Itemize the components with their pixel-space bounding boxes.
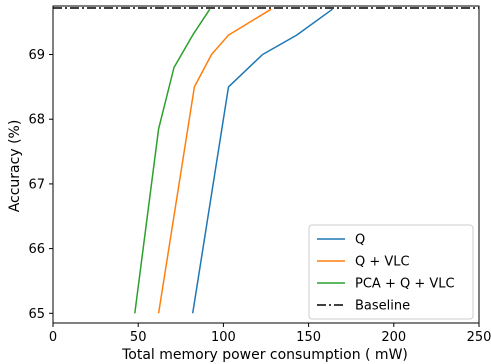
y-axis-ticks: 65 66 67 68 69 — [28, 48, 53, 322]
legend-label: Q + VLC — [355, 255, 410, 270]
legend: Q Q + VLC PCA + Q + VLC Baseline — [308, 224, 474, 320]
x-tick-label: 200 — [381, 330, 406, 345]
x-axis-ticks: 0 50 100 150 200 250 — [49, 323, 491, 345]
y-tick-label: 66 — [28, 242, 45, 257]
y-tick-label: 68 — [28, 113, 45, 128]
series-line-pca-q-vlc — [134, 8, 211, 314]
legend-label: Baseline — [355, 299, 410, 314]
x-tick-label: 150 — [296, 330, 321, 345]
y-tick-label: 67 — [28, 177, 45, 192]
legend-label: Q — [355, 233, 365, 248]
series-line-q-vlc — [157, 8, 272, 314]
x-axis-label: Total memory power consumption ( mW) — [121, 347, 408, 363]
legend-label: PCA + Q + VLC — [355, 277, 455, 292]
x-tick-label: 100 — [211, 330, 236, 345]
plot-area — [52, 5, 480, 324]
x-tick-label: 250 — [467, 330, 491, 345]
x-tick-label: 50 — [130, 330, 147, 345]
plot-frame — [52, 5, 480, 324]
y-tick-label: 69 — [28, 48, 45, 63]
series-line-q — [191, 8, 333, 314]
x-tick-label: 0 — [49, 330, 57, 345]
y-tick-label: 65 — [28, 307, 45, 322]
y-axis-label: Accuracy (%) — [7, 120, 23, 213]
legend-box — [308, 224, 474, 320]
